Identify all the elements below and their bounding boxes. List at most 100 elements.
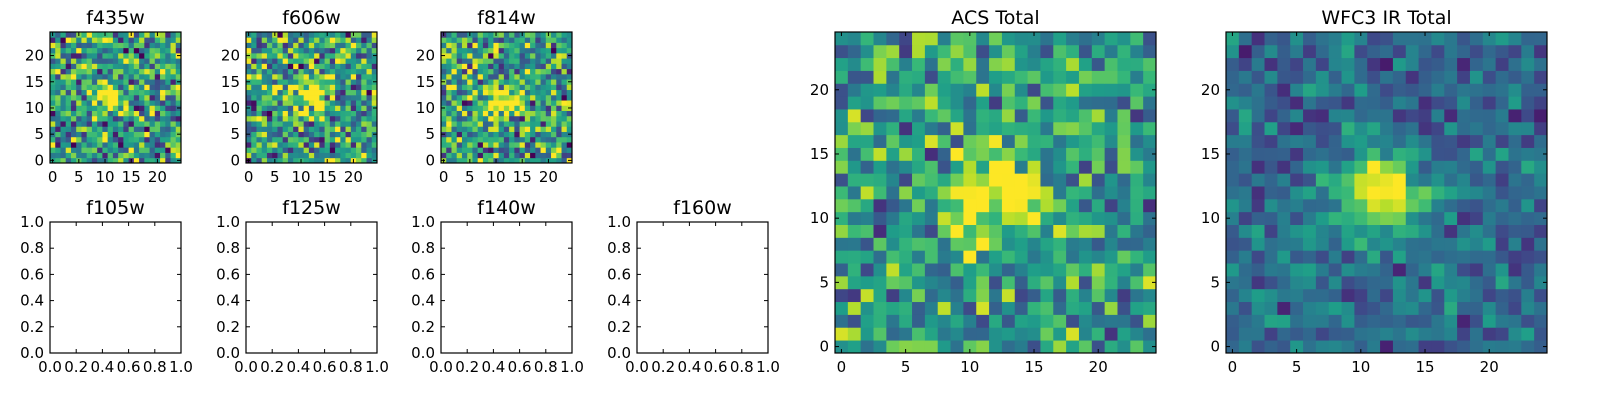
- heatmap-cell: [361, 42, 367, 49]
- heatmap-cell: [55, 142, 61, 148]
- heatmap-cell: [1104, 263, 1118, 277]
- heatmap-cell: [1303, 121, 1317, 136]
- heatmap-cell: [272, 47, 278, 54]
- heatmap-cell: [324, 152, 331, 159]
- heatmap-cell: [261, 147, 268, 153]
- heatmap-cell: [65, 157, 72, 164]
- heatmap-cell: [272, 52, 278, 59]
- heatmap-cell: [308, 79, 315, 85]
- heatmap-cell: [319, 131, 325, 138]
- heatmap-cell: [356, 105, 362, 111]
- heatmap-cell: [144, 84, 150, 91]
- heatmap-cell: [350, 42, 357, 49]
- heatmap-cell: [461, 105, 468, 111]
- heatmap-cell: [81, 110, 88, 117]
- heatmap-cell: [261, 58, 268, 64]
- x-tick-label: 5: [465, 168, 475, 186]
- x-tick-label: 0: [244, 168, 254, 186]
- heatmap-cell: [472, 42, 479, 49]
- heatmap-cell: [1117, 83, 1131, 97]
- heatmap-cell: [76, 105, 82, 111]
- heatmap-cell: [81, 73, 88, 80]
- heatmap-cell: [1392, 32, 1407, 46]
- heatmap-cell: [860, 198, 874, 213]
- heatmap-cell: [345, 68, 352, 75]
- heatmap-cell: [149, 42, 156, 49]
- heatmap-cell: [561, 147, 568, 153]
- heatmap-cell: [133, 136, 140, 143]
- heatmap-cell: [128, 147, 135, 153]
- heatmap-cell: [102, 73, 109, 80]
- heatmap-cell: [545, 110, 552, 117]
- heatmap-cell: [989, 250, 1003, 264]
- y-tick-label: 1.0: [411, 213, 435, 231]
- heatmap-cell: [1457, 173, 1471, 187]
- heatmap-cell: [1444, 160, 1458, 174]
- heatmap-cell: [477, 110, 484, 117]
- heatmap-cell: [366, 126, 373, 132]
- y-tick-label: 0: [1210, 338, 1220, 356]
- heatmap-cell: [1001, 327, 1016, 341]
- heatmap-cell: [1328, 70, 1342, 84]
- heatmap-cell: [937, 224, 951, 238]
- heatmap-cell: [251, 110, 257, 117]
- heatmap-cell: [912, 224, 926, 238]
- heatmap-cell: [246, 58, 252, 64]
- heatmap-cell: [472, 89, 479, 96]
- heatmap-cell: [1392, 96, 1407, 110]
- heatmap-cell: [1418, 96, 1432, 110]
- heatmap-cell: [128, 84, 135, 91]
- heatmap-cell: [272, 126, 278, 132]
- heatmap-cell: [55, 110, 61, 117]
- heatmap-cell: [847, 288, 862, 303]
- heatmap-cell: [446, 63, 452, 70]
- heatmap-cell: [1001, 237, 1016, 251]
- heatmap-cell: [1014, 96, 1028, 110]
- heatmap-cell: [272, 63, 278, 70]
- heatmap-cell: [551, 47, 557, 54]
- heatmap-cell: [170, 84, 177, 91]
- heatmap-cell: [1469, 211, 1484, 225]
- heatmap-cell: [70, 115, 77, 122]
- heatmap-cell: [899, 340, 913, 354]
- heatmap-cell: [1431, 288, 1445, 303]
- heatmap-cell: [1251, 160, 1265, 174]
- x-tick-label: 0.6: [117, 358, 141, 376]
- heatmap-cell: [371, 100, 378, 106]
- heatmap-cell: [1328, 301, 1342, 315]
- heatmap-cell: [107, 157, 114, 164]
- x-tick-label: 20: [1480, 358, 1499, 376]
- x-tick-label: 0.4: [90, 358, 114, 376]
- heatmap-cell: [1251, 32, 1265, 46]
- heatmap-cell: [899, 211, 913, 225]
- heatmap-cell: [1014, 57, 1028, 71]
- heatmap-cell: [1431, 109, 1445, 123]
- heatmap-cell: [251, 84, 257, 91]
- heatmap-cell: [86, 100, 93, 106]
- heatmap-cell: [144, 115, 150, 122]
- heatmap-cell: [1341, 186, 1355, 200]
- heatmap-cell: [1354, 275, 1368, 290]
- heatmap-cell: [277, 42, 284, 49]
- heatmap-cell: [1264, 198, 1278, 213]
- heatmap-cell: [1444, 211, 1458, 225]
- heatmap-cell: [76, 142, 82, 148]
- heatmap-cell: [65, 147, 72, 153]
- heatmap-cell: [118, 42, 124, 49]
- heatmap-cell: [1117, 147, 1131, 161]
- heatmap-cell: [118, 63, 124, 70]
- heatmap-cell: [1341, 198, 1355, 213]
- heatmap-cell: [482, 84, 489, 91]
- heatmap-cell: [303, 110, 310, 117]
- heatmap-cell: [293, 131, 299, 138]
- heatmap-cell: [937, 109, 951, 123]
- heatmap-cell: [1482, 327, 1497, 341]
- heatmap-cell: [335, 32, 341, 38]
- heatmap-cell: [361, 121, 367, 127]
- heatmap-cell: [1117, 109, 1131, 123]
- heatmap-cell: [251, 52, 257, 59]
- heatmap-cell: [86, 121, 93, 127]
- heatmap-cell: [556, 131, 562, 138]
- heatmap-cell: [1380, 160, 1394, 174]
